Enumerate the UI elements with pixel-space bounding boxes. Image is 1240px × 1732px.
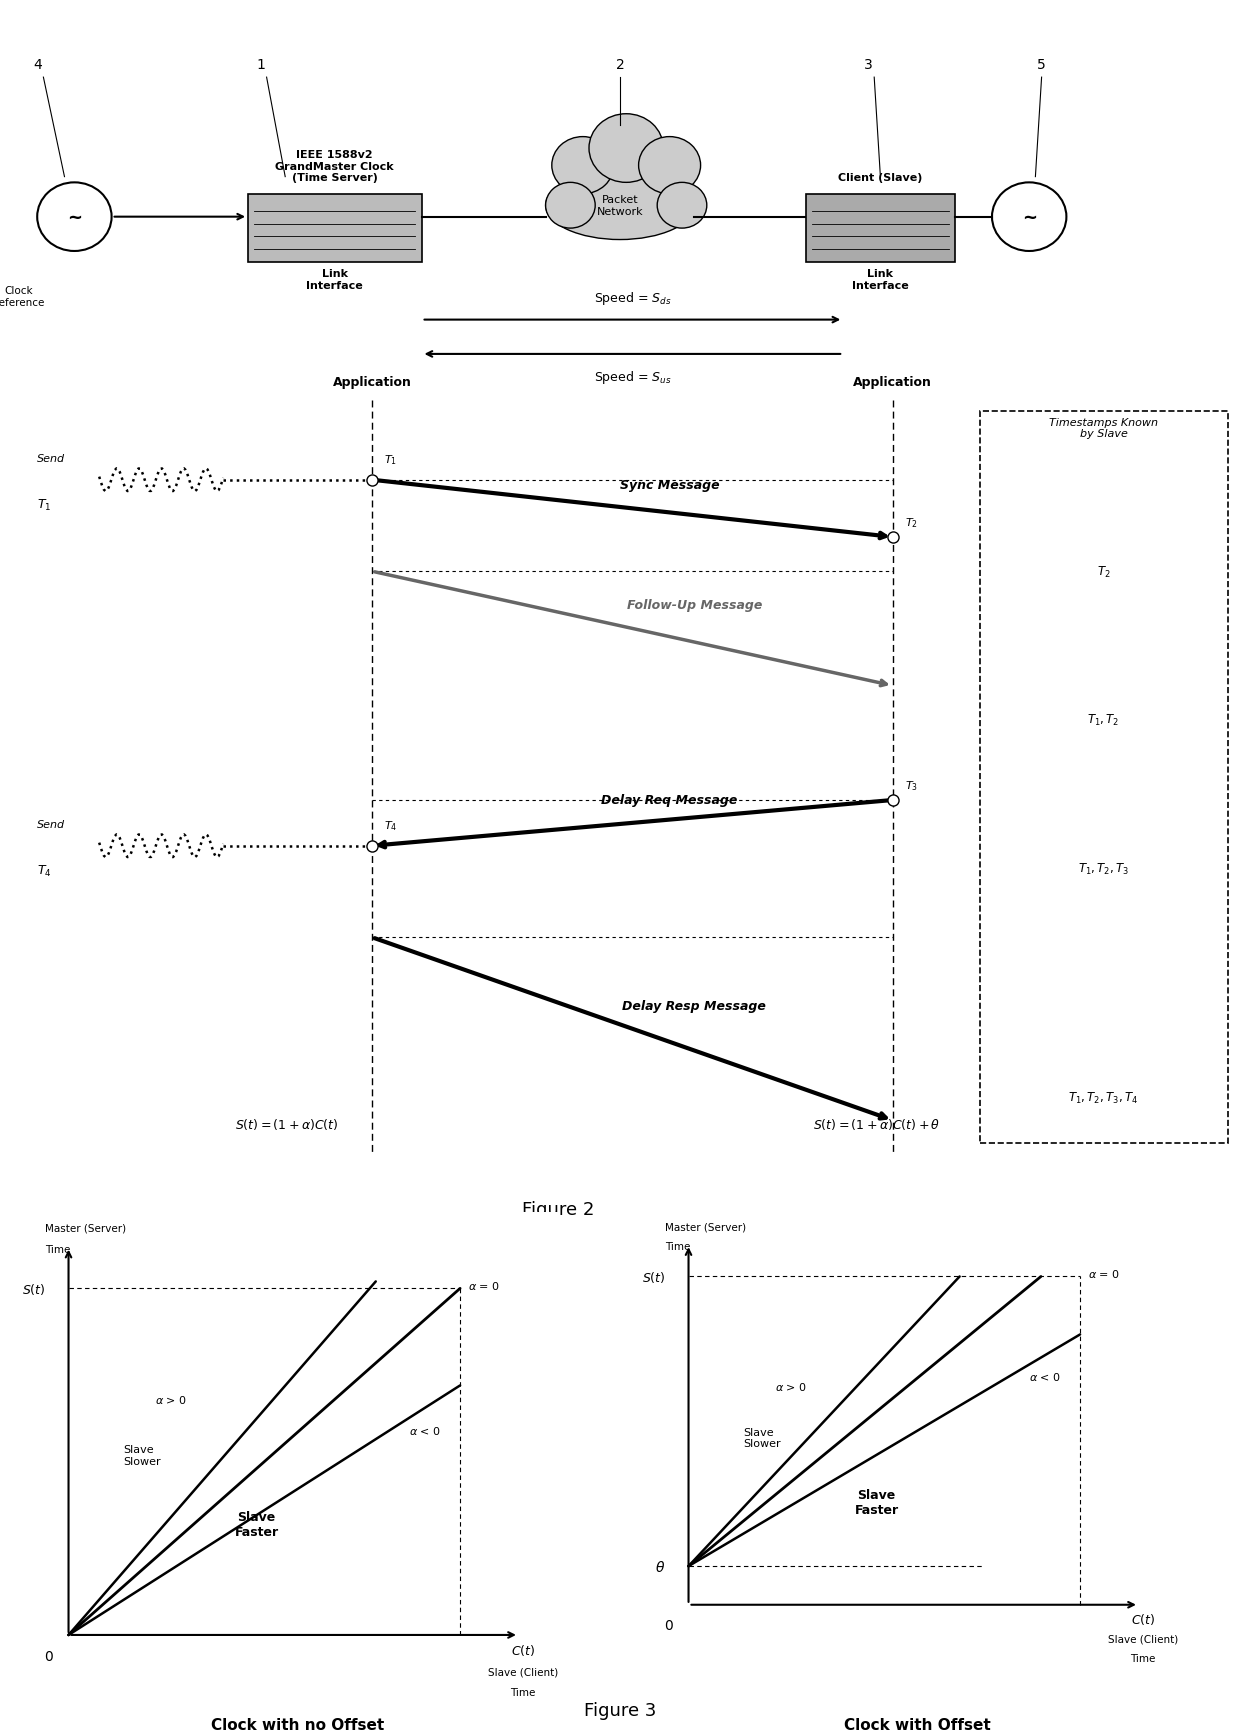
Text: $C(t)$: $C(t)$ — [1131, 1611, 1154, 1626]
Text: $\alpha$ > 0: $\alpha$ > 0 — [775, 1380, 807, 1393]
Circle shape — [639, 137, 701, 194]
Text: $S(t)$: $S(t)$ — [21, 1282, 45, 1296]
Text: $\alpha$ > 0: $\alpha$ > 0 — [155, 1394, 187, 1405]
Text: Slave (Client): Slave (Client) — [487, 1666, 558, 1677]
Text: $T_2$: $T_2$ — [1097, 565, 1110, 580]
Text: 0: 0 — [665, 1618, 673, 1632]
Text: IEEE 1588v2
GrandMaster Clock
(Time Server): IEEE 1588v2 GrandMaster Clock (Time Serv… — [275, 151, 394, 184]
Text: Send: Send — [37, 819, 66, 830]
Text: Clock
Reference: Clock Reference — [0, 286, 45, 308]
Text: Link
Interface: Link Interface — [306, 268, 363, 291]
Text: Client (Slave): Client (Slave) — [838, 173, 923, 184]
Text: $T_2$: $T_2$ — [905, 516, 918, 530]
Text: Delay Resp Message: Delay Resp Message — [622, 999, 766, 1011]
Text: 2: 2 — [615, 57, 625, 73]
Text: 1: 1 — [255, 57, 265, 73]
Text: $T_3$: $T_3$ — [905, 779, 919, 793]
Text: Timestamps Known
by Slave: Timestamps Known by Slave — [1049, 417, 1158, 440]
Bar — [980, 412, 1228, 1143]
Text: Speed = $S_{us}$: Speed = $S_{us}$ — [594, 369, 671, 386]
Text: Figure 3: Figure 3 — [584, 1701, 656, 1718]
Text: Packet
Network: Packet Network — [596, 196, 644, 216]
Text: Application: Application — [853, 376, 932, 390]
Text: Send: Send — [37, 454, 66, 464]
Text: $S(t) = (1+\alpha)C(t)+\theta$: $S(t) = (1+\alpha)C(t)+\theta$ — [813, 1117, 941, 1131]
Text: $S(t)$: $S(t)$ — [641, 1270, 665, 1283]
Text: Figure 2: Figure 2 — [522, 1200, 594, 1219]
Text: Link
Interface: Link Interface — [852, 268, 909, 291]
Ellipse shape — [546, 171, 694, 241]
Text: ~: ~ — [67, 208, 82, 227]
Bar — [806, 194, 955, 263]
Text: $T_1,T_2,T_3$: $T_1,T_2,T_3$ — [1078, 861, 1130, 876]
Text: Slave
Slower: Slave Slower — [743, 1427, 781, 1448]
Text: Slave
Faster: Slave Faster — [234, 1510, 279, 1538]
Text: Slave
Slower: Slave Slower — [123, 1444, 161, 1465]
Text: ~: ~ — [1022, 208, 1037, 227]
Text: $\theta$: $\theta$ — [655, 1559, 665, 1574]
Text: $C(t)$: $C(t)$ — [511, 1642, 534, 1658]
Text: $T_4$: $T_4$ — [37, 864, 52, 878]
Text: Speed = $S_{ds}$: Speed = $S_{ds}$ — [594, 289, 671, 307]
Text: Clock with Offset: Clock with Offset — [844, 1716, 991, 1732]
Text: $\alpha$ < 0: $\alpha$ < 0 — [409, 1424, 441, 1436]
Circle shape — [546, 184, 595, 229]
Text: $T_1,T_2,T_3,T_4$: $T_1,T_2,T_3,T_4$ — [1069, 1089, 1138, 1105]
Text: 5: 5 — [1037, 57, 1047, 73]
Text: Time: Time — [665, 1242, 691, 1251]
Text: Time: Time — [1130, 1652, 1156, 1663]
Text: $\alpha$ = 0: $\alpha$ = 0 — [1087, 1268, 1120, 1280]
Text: Master (Server): Master (Server) — [665, 1221, 746, 1231]
Text: $T_1$: $T_1$ — [384, 454, 398, 468]
Text: Follow-Up Message: Follow-Up Message — [626, 599, 763, 611]
Circle shape — [589, 114, 663, 184]
Text: Clock with no Offset: Clock with no Offset — [211, 1716, 384, 1732]
Text: 4: 4 — [32, 57, 42, 73]
Bar — [248, 194, 422, 263]
Text: Slave (Client): Slave (Client) — [1107, 1633, 1178, 1644]
Text: $S(t) = (1+\alpha)C(t)$: $S(t) = (1+\alpha)C(t)$ — [236, 1117, 339, 1131]
Text: Delay Req Message: Delay Req Message — [601, 793, 738, 807]
Text: $T_1$: $T_1$ — [37, 497, 52, 513]
Text: Time: Time — [510, 1687, 536, 1697]
Text: $T_1,T_2$: $T_1,T_2$ — [1087, 714, 1120, 727]
Text: Sync Message: Sync Message — [620, 478, 719, 492]
Text: Application: Application — [332, 376, 412, 390]
Text: Slave
Faster: Slave Faster — [854, 1488, 899, 1516]
Text: Master (Server): Master (Server) — [45, 1223, 126, 1233]
Circle shape — [552, 137, 614, 194]
Circle shape — [657, 184, 707, 229]
Text: 0: 0 — [45, 1649, 53, 1663]
Text: $T_4$: $T_4$ — [384, 819, 398, 833]
Text: Time: Time — [45, 1244, 71, 1254]
Text: $\alpha$ < 0: $\alpha$ < 0 — [1029, 1370, 1061, 1382]
Text: $\alpha$ = 0: $\alpha$ = 0 — [467, 1280, 500, 1290]
Text: 3: 3 — [863, 57, 873, 73]
